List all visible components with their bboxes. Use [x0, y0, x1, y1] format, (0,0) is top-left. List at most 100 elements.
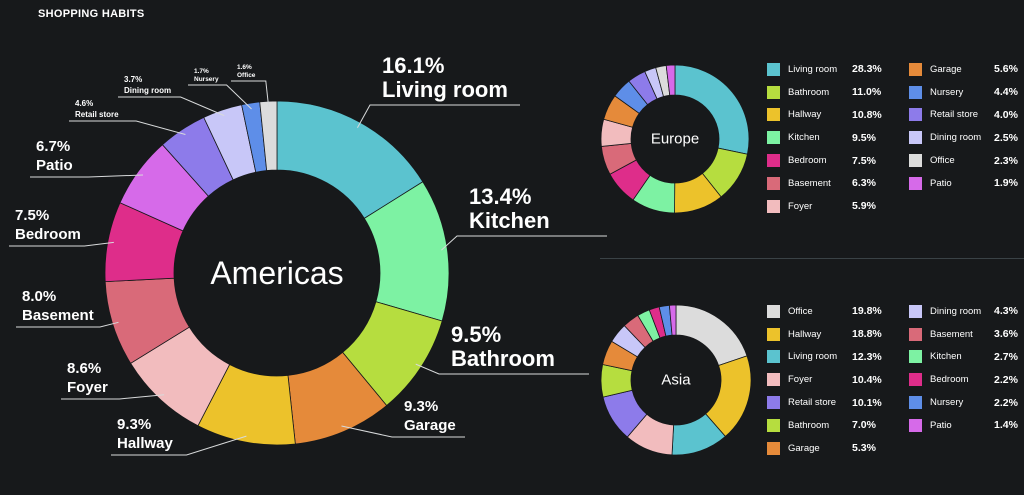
asia-legend-swatch	[909, 373, 922, 387]
europe-legend-label: Living room	[788, 63, 838, 75]
europe-legend-item-living-room: Living room 28.3%	[767, 58, 909, 81]
asia-legend-item-office: Office 19.8%	[767, 300, 909, 323]
europe-legend-swatch	[767, 154, 780, 168]
americas-category-label-bathroom: Bathroom	[451, 346, 555, 371]
americas-leader-line-retail-store	[69, 120, 186, 136]
asia-legend-value: 19.8%	[852, 305, 882, 318]
asia-center-title: Asia	[661, 372, 691, 389]
americas-category-label-dining-room: Dining room	[124, 86, 171, 95]
asia-legend-item-bedroom: Bedroom 2.2%	[909, 368, 1024, 391]
asia-legend-label: Office	[788, 305, 813, 317]
americas-value-label-basement: 8.0%	[22, 288, 56, 305]
americas-category-label-office: Office	[237, 72, 256, 79]
asia-legend-value: 3.6%	[994, 328, 1018, 341]
asia-legend-label: Foyer	[788, 374, 813, 386]
europe-legend-label: Bathroom	[788, 86, 830, 98]
americas-leader-line-office	[231, 80, 270, 108]
americas-value-label-garage: 9.3%	[404, 398, 438, 415]
europe-legend-label: Kitchen	[788, 132, 820, 144]
europe-legend-item-patio: Patio 1.9%	[909, 172, 1024, 195]
asia-slice-office	[675, 304, 748, 367]
americas-value-label-living-room: 16.1%	[382, 53, 444, 78]
europe-legend-value: 2.3%	[994, 154, 1018, 167]
asia-legend-swatch	[767, 396, 780, 410]
asia-legend-swatch	[767, 418, 780, 432]
asia-legend-label: Bathroom	[788, 419, 830, 431]
asia-legend-item-foyer: Foyer 10.4%	[767, 368, 909, 391]
europe-legend-label: Dining room	[930, 132, 982, 144]
asia-legend-swatch	[909, 396, 922, 410]
asia-legend-label: Patio	[930, 419, 952, 431]
asia-legend-swatch	[767, 304, 780, 318]
americas-leader-line-kitchen	[441, 235, 607, 251]
asia-legend-label: Garage	[788, 442, 820, 454]
asia-legend-label: Nursery	[930, 397, 964, 409]
americas-leader-line-garage	[341, 425, 465, 438]
americas-category-label-nursery: Nursery	[194, 76, 219, 83]
europe-legend-swatch	[909, 62, 922, 76]
europe-legend-value: 2.5%	[994, 131, 1018, 144]
europe-legend-label: Office	[930, 155, 955, 167]
europe-legend-label: Garage	[930, 63, 962, 75]
asia-legend-label: Living room	[788, 351, 838, 363]
asia-legend-item-garage: Garage 5.3%	[767, 437, 909, 460]
americas-value-label-kitchen: 13.4%	[469, 184, 531, 209]
asia-legend-item-nursery: Nursery 2.2%	[909, 391, 1024, 414]
asia-legend-label: Dining room	[930, 305, 982, 317]
europe-legend-value: 5.9%	[852, 200, 876, 213]
europe-legend-label: Basement	[788, 177, 831, 189]
asia-legend-swatch	[767, 350, 780, 364]
americas-center-title: Americas	[210, 255, 343, 291]
americas-leader-line-bathroom	[415, 363, 589, 375]
americas-value-label-office: 1.6%	[237, 64, 252, 71]
europe-donut-chart: Europe	[600, 64, 750, 214]
europe-legend-value: 1.9%	[994, 177, 1018, 190]
europe-legend-swatch	[909, 131, 922, 145]
asia-legend-label: Hallway	[788, 328, 822, 340]
europe-legend-swatch	[767, 108, 780, 122]
europe-legend-value: 4.0%	[994, 108, 1018, 121]
americas-leader-line-basement	[16, 321, 119, 328]
americas-value-label-bedroom: 7.5%	[15, 207, 49, 224]
americas-leader-line-dining-room	[118, 96, 225, 117]
europe-legend-swatch	[909, 154, 922, 168]
americas-value-label-bathroom: 9.5%	[451, 322, 501, 347]
americas-category-label-hallway: Hallway	[117, 435, 174, 452]
asia-legend-label: Retail store	[788, 397, 837, 409]
americas-leader-line-bedroom	[9, 241, 114, 247]
page-title: SHOPPING HABITS	[38, 8, 145, 20]
asia-legend-swatch	[909, 304, 922, 318]
asia-legend-swatch	[767, 373, 780, 387]
europe-legend-swatch	[767, 85, 780, 99]
section-divider	[600, 258, 1024, 259]
europe-legend-value: 10.8%	[852, 108, 882, 121]
europe-legend-value: 7.5%	[852, 154, 876, 167]
europe-legend-item-basement: Basement 6.3%	[767, 172, 909, 195]
americas-category-label-retail-store: Retail store	[75, 110, 119, 119]
europe-legend-item-kitchen: Kitchen 9.5%	[767, 126, 909, 149]
europe-legend-value: 28.3%	[852, 63, 882, 76]
europe-legend-swatch	[909, 176, 922, 190]
americas-category-label-garage: Garage	[404, 417, 456, 434]
americas-category-label-kitchen: Kitchen	[469, 208, 550, 233]
europe-legend-value: 4.4%	[994, 86, 1018, 99]
europe-legend-item-garage: Garage 5.6%	[909, 58, 1024, 81]
americas-leader-line-hallway	[111, 435, 247, 456]
europe-legend-item-bathroom: Bathroom 11.0%	[767, 81, 909, 104]
asia-legend-value: 10.1%	[852, 396, 882, 409]
asia-legend-item-patio: Patio 1.4%	[909, 414, 1024, 437]
americas-value-label-retail-store: 4.6%	[75, 99, 93, 108]
europe-legend-label: Bedroom	[788, 155, 827, 167]
asia-legend-value: 1.4%	[994, 419, 1018, 432]
europe-center-title: Europe	[651, 131, 699, 148]
asia-legend-label: Basement	[930, 328, 973, 340]
europe-legend-value: 9.5%	[852, 131, 876, 144]
europe-legend-item-office: Office 2.3%	[909, 149, 1024, 172]
europe-legend-item-foyer: Foyer 5.9%	[767, 195, 909, 218]
europe-legend-swatch	[767, 176, 780, 190]
asia-legend-item-bathroom: Bathroom 7.0%	[767, 414, 909, 437]
europe-legend-label: Nursery	[930, 86, 964, 98]
americas-leader-line-foyer	[61, 394, 165, 400]
asia-legend-label: Bedroom	[930, 374, 969, 386]
asia-legend-swatch	[909, 350, 922, 364]
